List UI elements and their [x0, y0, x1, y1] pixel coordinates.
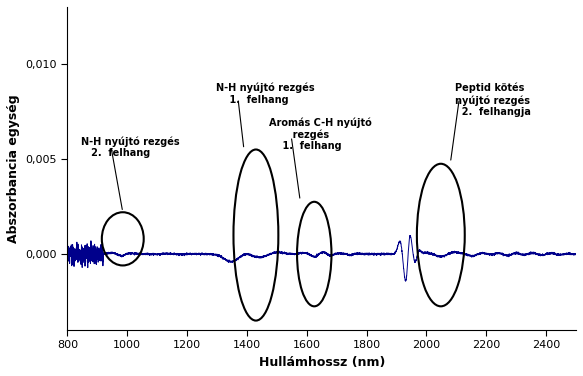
Text: Peptid kötés
nyújtó rezgés
  2.  felhangja: Peptid kötés nyújtó rezgés 2. felhangja — [455, 83, 531, 117]
Text: N-H nyújtó rezgés
   2.  felhang: N-H nyújtó rezgés 2. felhang — [81, 136, 180, 158]
Text: Aromás C-H nyújtó
       rezgés
    1.  felhang: Aromás C-H nyújtó rezgés 1. felhang — [269, 117, 372, 152]
Y-axis label: Abszorbancia egység: Abszorbancia egység — [7, 94, 20, 243]
X-axis label: Hullámhossz (nm): Hullámhossz (nm) — [258, 356, 385, 369]
Text: N-H nyújtó rezgés
    1.  felhang: N-H nyújtó rezgés 1. felhang — [216, 83, 314, 105]
